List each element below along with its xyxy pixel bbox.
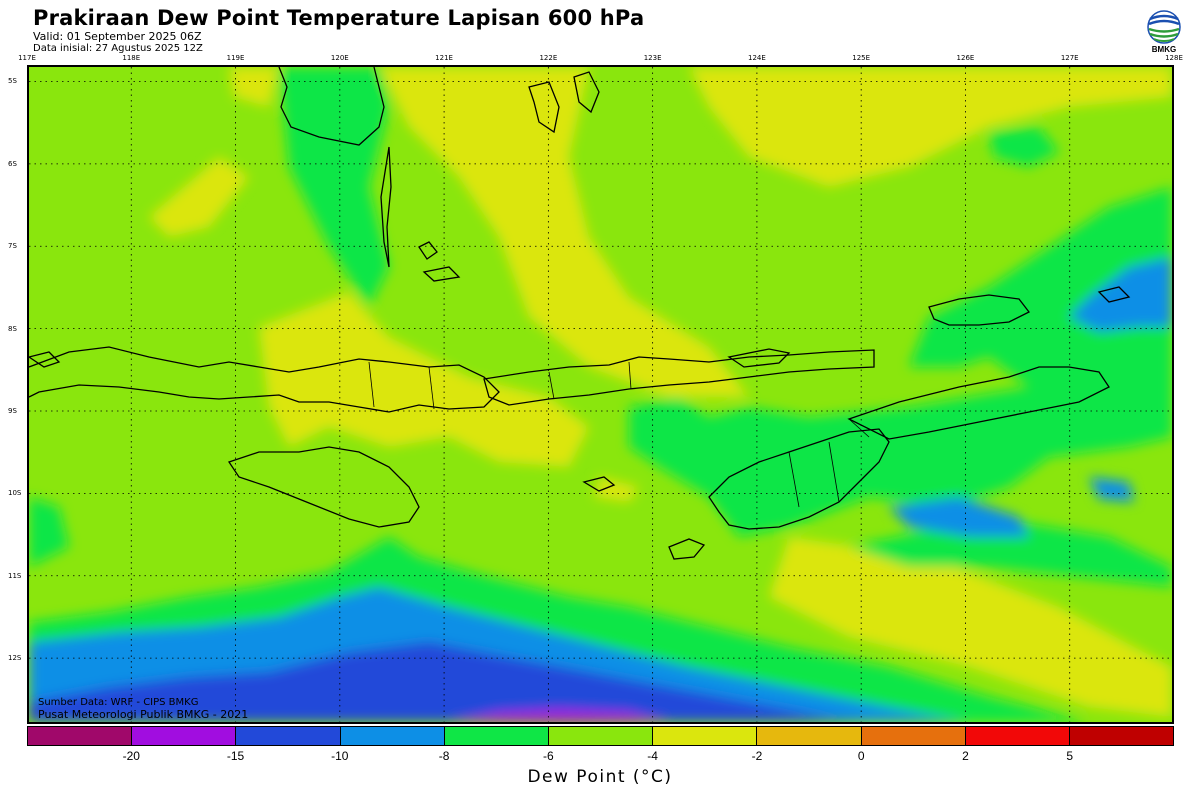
lat-label: 11S xyxy=(8,571,22,580)
colorbar-tick-label: -6 xyxy=(543,749,554,763)
field-yellow-band xyxy=(379,67,749,397)
field-yellow-central xyxy=(259,292,589,467)
colorbar-segment xyxy=(653,727,758,745)
data-source: Sumber Data: WRF - CIPS BMKG Pusat Meteo… xyxy=(38,697,248,721)
lon-label: 127E xyxy=(1060,54,1079,62)
field-lightblue-east-small xyxy=(1089,477,1134,502)
colorbar xyxy=(27,726,1174,746)
coast-sumba xyxy=(227,446,420,528)
colorbar-tick-label: 2 xyxy=(962,749,969,763)
colorbar-segment xyxy=(28,727,133,745)
colorbar-tick-label: 5 xyxy=(1066,749,1074,763)
coast-alor xyxy=(727,348,791,368)
lon-label: 123E xyxy=(643,54,662,62)
colorbar-segment xyxy=(548,727,654,745)
initial-data-time: Data inisial: 27 Agustus 2025 12Z xyxy=(33,43,203,54)
coast-selayar xyxy=(380,146,392,268)
coast-bali-islets xyxy=(29,351,61,368)
lat-label: 5S xyxy=(8,77,17,86)
field-purple-south xyxy=(449,709,669,722)
colorbar-tick-label: -2 xyxy=(751,749,763,763)
lon-label: 125E xyxy=(852,54,871,62)
field-lightblue-east xyxy=(1069,257,1172,332)
coast-sulawesi-south xyxy=(278,67,385,146)
coast-sumbawa-lombok xyxy=(29,346,500,413)
boundary-line xyxy=(828,441,840,503)
colorbar-segment xyxy=(757,727,862,745)
coast-muna xyxy=(573,71,600,114)
colorbar-tick-label: -4 xyxy=(647,749,658,763)
map-title: Prakiraan Dew Point Temperature Lapisan … xyxy=(33,6,645,30)
lon-label: 122E xyxy=(539,54,558,62)
colorbar-tick-label: -8 xyxy=(438,749,450,763)
field-green-east xyxy=(629,187,1172,537)
boundary-line xyxy=(428,366,435,410)
field-yellow-north-bits xyxy=(229,67,279,107)
source-line-2: Pusat Meteorologi Publik BMKG - 2021 xyxy=(38,708,249,721)
lon-label: 121E xyxy=(435,54,453,62)
admin-boundaries xyxy=(368,361,870,508)
source-line-1: Sumber Data: WRF - CIPS BMKG xyxy=(38,697,199,708)
dew-point-field xyxy=(29,67,1172,722)
colorbar-segment xyxy=(1069,727,1174,745)
lat-label: 7S xyxy=(8,242,17,251)
coast-wetar xyxy=(928,294,1030,326)
coast-timor-west xyxy=(708,428,890,530)
field-yellow-west xyxy=(149,157,249,237)
gridlines xyxy=(29,67,1172,722)
coast-buton xyxy=(528,81,560,134)
lat-label: 10S xyxy=(8,489,22,498)
lat-label: 12S xyxy=(8,654,22,663)
coast-rote xyxy=(668,538,706,560)
logo-label: BMKG xyxy=(1151,45,1177,54)
valid-time: Valid: 01 September 2025 06Z xyxy=(33,30,202,43)
colorbar-tick-label: 0 xyxy=(857,749,865,763)
field-green-north xyxy=(279,67,389,307)
lon-label: 128E xyxy=(1165,54,1183,62)
boundary-line xyxy=(848,418,870,438)
colorbar-title: Dew Point (°C) xyxy=(527,767,673,787)
coast-kalao xyxy=(418,241,438,260)
map-canvas xyxy=(29,67,1172,722)
field-lightblue-se xyxy=(889,497,1029,537)
lon-label: 118E xyxy=(122,54,141,62)
colorbar-segment xyxy=(340,727,445,745)
lon-label: 126E xyxy=(956,54,975,62)
colorbar-tick-label: -20 xyxy=(122,749,140,763)
lon-label: 119E xyxy=(226,54,245,62)
lon-label: 120E xyxy=(330,54,349,62)
colorbar-segment xyxy=(236,727,341,745)
lat-label: 6S xyxy=(8,159,17,168)
boundary-line xyxy=(788,451,800,508)
field-yellow-ne xyxy=(689,67,1172,187)
field-yellow-se xyxy=(769,537,1172,717)
lon-label: 124E xyxy=(748,54,766,62)
boundary-line xyxy=(548,371,555,400)
field-blue-south xyxy=(29,642,869,722)
dew-point-map xyxy=(27,65,1174,724)
field-green-se xyxy=(849,517,1172,587)
coast-timor-east xyxy=(847,366,1110,440)
coast-wetar-small xyxy=(1097,286,1131,303)
field-green-sw xyxy=(29,497,69,567)
coastlines xyxy=(29,67,1131,560)
boundary-line xyxy=(368,361,375,408)
lat-label: 8S xyxy=(8,324,17,333)
coast-bonerate xyxy=(422,266,461,282)
colorbar-segment xyxy=(965,727,1070,745)
boundary-line xyxy=(628,361,632,390)
field-yellow-sumba xyxy=(594,477,639,502)
colorbar-tick-label: -10 xyxy=(331,749,349,763)
lon-label: 117E xyxy=(18,54,36,62)
bmkg-logo-icon xyxy=(1147,10,1181,44)
colorbar-tick-label: -15 xyxy=(226,749,245,763)
colorbar-segment xyxy=(132,727,237,745)
field-green-ne-blob xyxy=(989,127,1059,167)
lat-label: 9S xyxy=(8,406,17,415)
colorbar-segment xyxy=(861,727,966,745)
coast-flores xyxy=(483,349,875,406)
colorbar-segment xyxy=(444,727,549,745)
coast-savu xyxy=(582,476,616,492)
